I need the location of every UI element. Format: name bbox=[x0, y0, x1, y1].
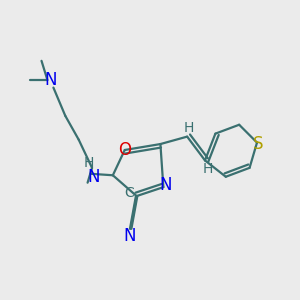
Text: N: N bbox=[87, 168, 100, 186]
Text: N: N bbox=[160, 176, 172, 194]
Text: H: H bbox=[203, 162, 213, 176]
Text: S: S bbox=[253, 135, 264, 153]
Text: C: C bbox=[124, 186, 134, 200]
Text: H: H bbox=[184, 121, 194, 135]
Text: H: H bbox=[84, 156, 94, 170]
Text: O: O bbox=[118, 141, 131, 159]
Text: N: N bbox=[44, 71, 57, 89]
Text: N: N bbox=[123, 227, 135, 245]
